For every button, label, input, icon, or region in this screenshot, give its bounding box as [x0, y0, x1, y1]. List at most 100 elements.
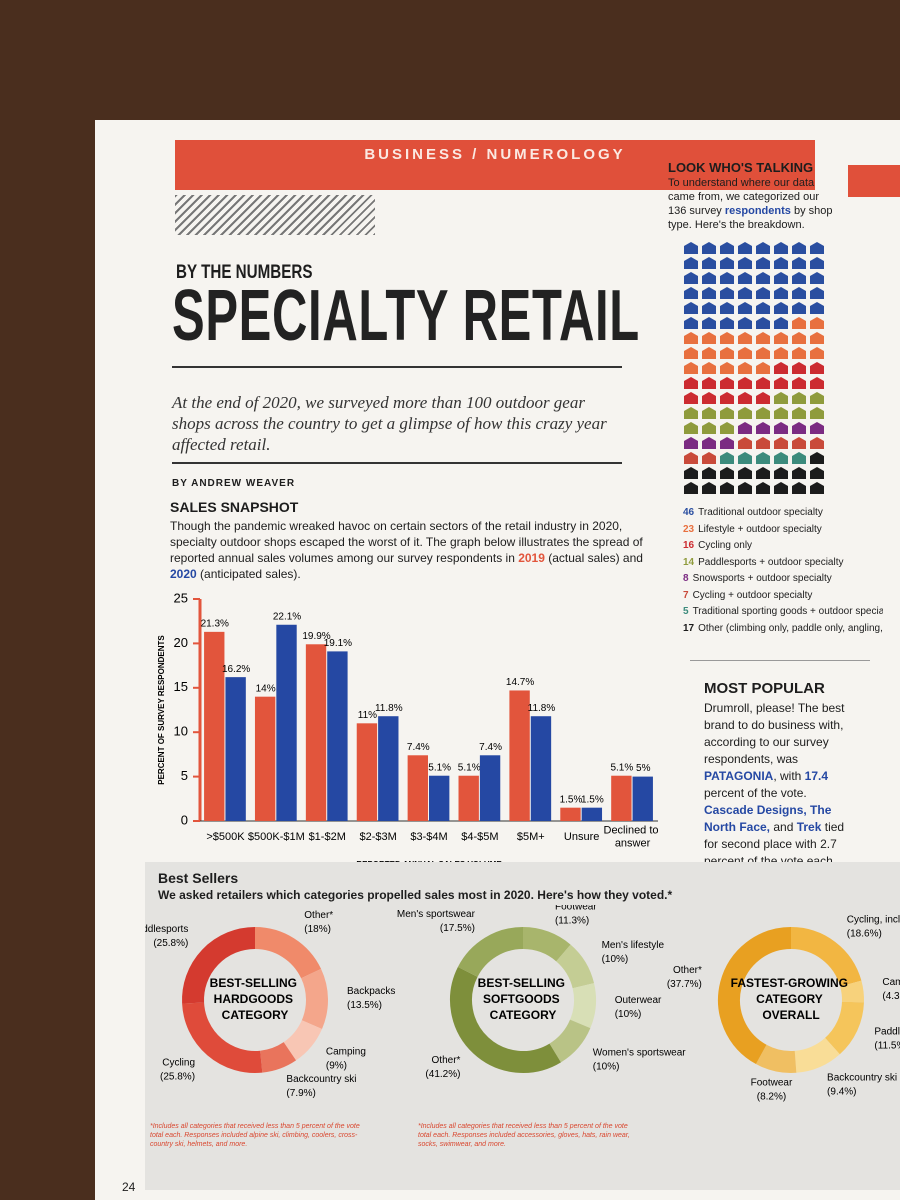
waffle-icon — [738, 257, 752, 269]
waffle-icon — [810, 302, 824, 314]
slice-label: Backcountry ski — [286, 1074, 356, 1085]
waffle-chart — [684, 242, 824, 494]
slice-value: (13.5%) — [347, 1000, 382, 1011]
waffle-icon — [756, 422, 770, 434]
waffle-icon — [792, 437, 806, 449]
waffle-icon — [720, 257, 734, 269]
donut-slice — [569, 983, 596, 1029]
waffle-icon — [774, 257, 788, 269]
waffle-icon — [756, 332, 770, 344]
text: (anticipated sales). — [196, 567, 301, 581]
waffle-icon — [738, 422, 752, 434]
legend-row: 14 Paddlesports + outdoor specialty — [683, 555, 883, 572]
waffle-icon — [684, 332, 698, 344]
legend-entry: 2019 — [518, 551, 545, 565]
waffle-icon — [756, 392, 770, 404]
waffle-icon — [684, 242, 698, 254]
footnote: *Includes all categories that received l… — [150, 1123, 360, 1148]
waffle-icon — [720, 422, 734, 434]
slice-label: Outerwear — [615, 995, 662, 1006]
waffle-icon — [738, 317, 752, 329]
slice-label: Camping — [882, 977, 900, 988]
waffle-icon — [702, 422, 716, 434]
highlight: 17.4 — [804, 769, 829, 783]
waffle-icon — [702, 272, 716, 284]
bar — [356, 723, 378, 821]
waffle-icon — [684, 437, 698, 449]
waffle-icon — [774, 272, 788, 284]
waffle-icon — [738, 467, 752, 479]
waffle-icon — [720, 377, 734, 389]
legend-row: 16 Cycling only — [683, 538, 883, 555]
waffle-icon — [792, 317, 806, 329]
legend-row: 17 Other (climbing only, paddle only, ang… — [683, 621, 883, 638]
waffle-icon — [720, 347, 734, 359]
legend-row: 46 Traditional outdoor specialty — [683, 505, 883, 522]
y-tick-label: 0 — [181, 812, 188, 827]
y-tick-label: 5 — [181, 768, 188, 783]
waffle-icon — [792, 287, 806, 299]
slice-label: Paddlesports — [145, 924, 188, 935]
value-label: 1.5% — [560, 794, 583, 805]
waffle-icon — [792, 362, 806, 374]
slice-label: Footwear — [751, 1078, 793, 1089]
waffle-legend: 46 Traditional outdoor specialty 23 Lifesty… — [683, 505, 883, 637]
legend-row: 5 Traditional sporting goods + outdoor sp… — [683, 604, 883, 621]
bar — [327, 651, 348, 821]
x-tick-label: $5M+ — [517, 831, 545, 843]
value-label: 11.8% — [528, 703, 556, 714]
slice-value: (18%) — [304, 924, 331, 935]
donut-slice — [794, 1037, 840, 1073]
slice-label: Other* — [432, 1055, 461, 1066]
slice-label: Cycling — [162, 1057, 195, 1068]
waffle-icon — [810, 287, 824, 299]
slice-value: (37.7%) — [667, 979, 702, 990]
text: , with — [773, 769, 805, 783]
waffle-icon — [774, 287, 788, 299]
x-tick-label: Unsure — [564, 831, 599, 843]
y-tick-label: 10 — [174, 724, 188, 739]
section-text: Though the pandemic wreaked havoc on cer… — [170, 518, 660, 582]
waffle-icon — [792, 302, 806, 314]
x-tick-label: $4-$5M — [461, 831, 498, 843]
sidebar-intro: To understand where our data came from, … — [668, 176, 833, 232]
waffle-icon — [774, 302, 788, 314]
sidebar-text: Drumroll, please! The best brand to do b… — [704, 700, 854, 870]
legend-count: 46 — [683, 507, 695, 518]
slice-label: Paddlesports — [874, 1026, 900, 1037]
waffle-icon — [702, 437, 716, 449]
waffle-icon — [738, 347, 752, 359]
x-tick-label: >$500K — [206, 831, 245, 843]
waffle-icon — [792, 482, 806, 494]
waffle-icon — [774, 377, 788, 389]
slice-value: (10%) — [593, 1062, 620, 1073]
slice-label: Backcountry ski — [827, 1072, 897, 1083]
highlight: Trek — [796, 820, 822, 834]
waffle-icon — [756, 272, 770, 284]
waffle-icon — [792, 467, 806, 479]
waffle-icon — [684, 362, 698, 374]
waffle-icon — [738, 407, 752, 419]
waffle-icon — [756, 467, 770, 479]
waffle-icon — [738, 437, 752, 449]
donut-slice — [254, 927, 322, 979]
waffle-icon — [774, 467, 788, 479]
box-subtitle: We asked retailers which categories prop… — [158, 888, 673, 902]
waffle-icon — [720, 242, 734, 254]
value-label: 19.1% — [324, 638, 352, 649]
waffle-icon — [738, 392, 752, 404]
waffle-icon — [774, 347, 788, 359]
waffle-icon — [810, 332, 824, 344]
legend-count: 23 — [683, 523, 695, 535]
waffle-icon — [774, 437, 788, 449]
waffle-icon — [810, 482, 824, 494]
waffle-icon — [702, 242, 716, 254]
waffle-icon — [702, 317, 716, 329]
waffle-icon — [792, 257, 806, 269]
bar — [276, 624, 297, 821]
facing-page-band — [848, 165, 900, 197]
slice-value: (4.3%) — [882, 991, 900, 1002]
waffle-icon — [684, 452, 698, 464]
waffle-icon — [702, 347, 716, 359]
